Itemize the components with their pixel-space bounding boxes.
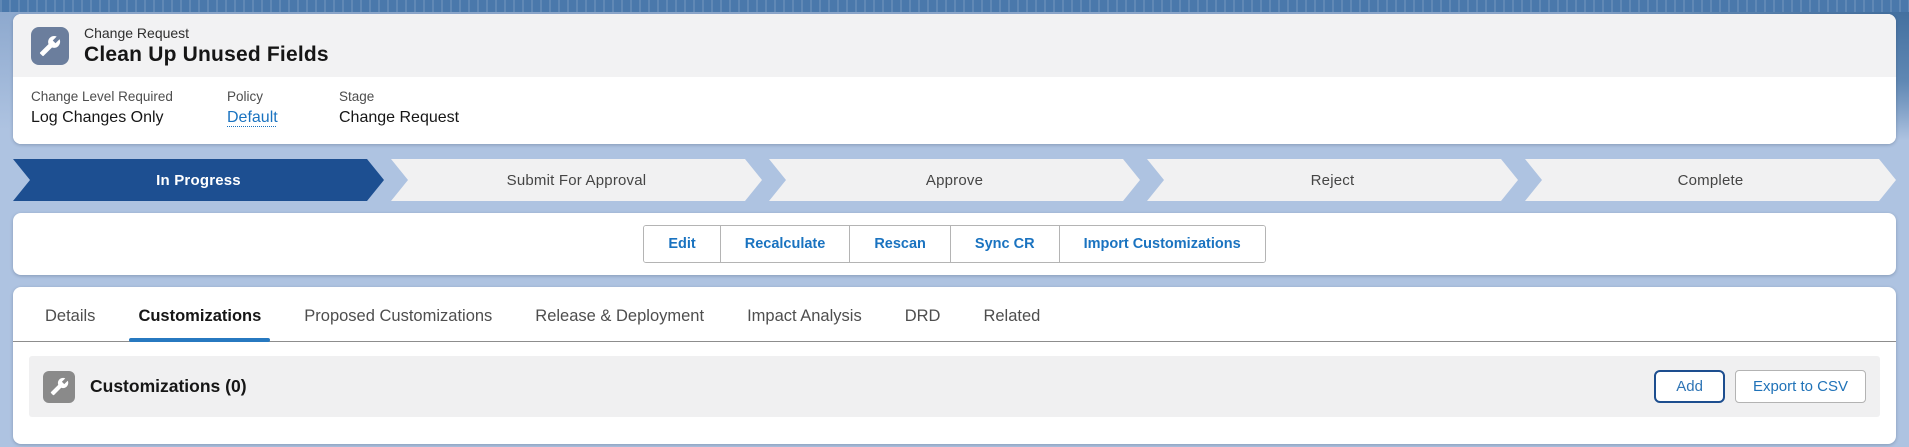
tab-customizations[interactable]: Customizations (129, 287, 271, 342)
export-to-csv-button[interactable]: Export to CSV (1734, 370, 1866, 403)
wrench-icon (31, 27, 69, 65)
rescan-button[interactable]: Rescan (849, 226, 950, 262)
stage-reject: Reject (1147, 159, 1518, 201)
field-stage: Stage Change Request (339, 89, 475, 127)
toolbar-button-group: Edit Recalculate Rescan Sync CR Import Custo… (643, 225, 1266, 263)
field-value: Log Changes Only (31, 109, 164, 126)
tab-drd[interactable]: DRD (904, 307, 941, 325)
tab-related[interactable]: Related (983, 307, 1041, 325)
tab-proposed-customizations[interactable]: Proposed Customizations (304, 307, 493, 325)
field-change-level-required: Change Level Required Log Changes Only (31, 89, 227, 127)
field-value-link[interactable]: Default (227, 109, 278, 126)
sync-cr-button[interactable]: Sync CR (949, 226, 1059, 262)
record-header-card: Change Request Clean Up Unused Fields Ch… (13, 14, 1896, 144)
page: Change Request Clean Up Unused Fields Ch… (0, 12, 1909, 444)
field-label: Stage (339, 89, 375, 104)
field-value: Change Request (339, 109, 460, 126)
field-label: Change Level Required (31, 89, 173, 104)
edit-button[interactable]: Edit (644, 226, 720, 262)
toolbar-card: Edit Recalculate Rescan Sync CR Import Custo… (13, 213, 1896, 275)
tab-strip: Details Customizations Proposed Customizat… (13, 287, 1896, 342)
tab-impact-analysis[interactable]: Impact Analysis (747, 307, 862, 325)
stage-approve: Approve (769, 159, 1140, 201)
field-policy: Policy Default (227, 89, 339, 127)
wrench-icon (43, 370, 75, 403)
record-header: Change Request Clean Up Unused Fields (13, 14, 1896, 77)
import-customizations-button[interactable]: Import Customizations (1058, 226, 1265, 262)
stage-complete: Complete (1525, 159, 1896, 201)
page-title: Clean Up Unused Fields (84, 43, 329, 66)
recalculate-button[interactable]: Recalculate (719, 226, 850, 262)
stage-submit-for-approval: Submit For Approval (391, 159, 762, 201)
section-title: Customizations (0) (90, 376, 247, 396)
stage-in-progress: In Progress (13, 159, 384, 201)
main-card: Details Customizations Proposed Customizat… (13, 287, 1896, 444)
stage-flow-bar: In Progress Submit For Approval Approve Rej… (13, 159, 1896, 201)
record-type-label: Change Request (84, 25, 190, 41)
tab-release-deployment[interactable]: Release & Deployment (535, 307, 705, 325)
add-button[interactable]: Add (1654, 370, 1725, 403)
field-label: Policy (227, 89, 264, 104)
tab-details[interactable]: Details (45, 307, 96, 325)
record-meta: Change Request Clean Up Unused Fields (84, 25, 329, 67)
customizations-section-header: Customizations (0) Add Export to CSV (29, 356, 1880, 417)
record-fields-row: Change Level Required Log Changes Only P… (13, 77, 1896, 144)
top-banner-strip (0, 0, 1909, 12)
